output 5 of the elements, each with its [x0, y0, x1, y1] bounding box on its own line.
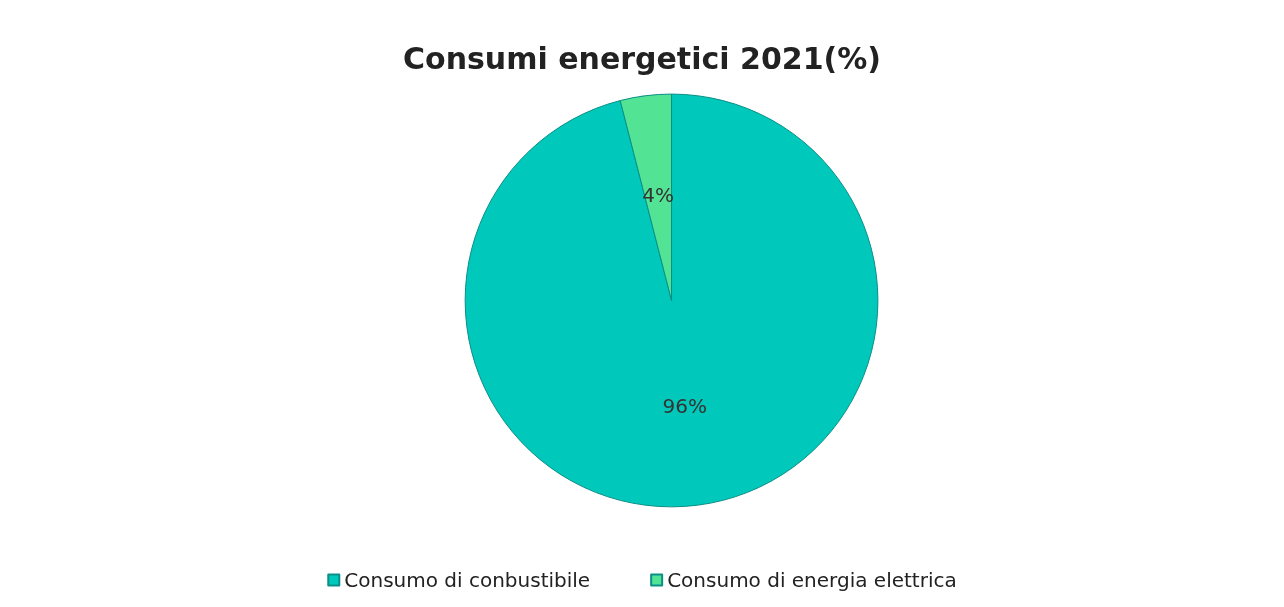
chart-title: Consumi energetici 2021(%)	[403, 40, 881, 76]
data-label: 96%	[662, 393, 708, 418]
legend-label: Consumo di conbustibile	[344, 568, 591, 592]
data-label: 4%	[642, 183, 675, 208]
legend-label: Consumo di energia elettrica	[667, 568, 957, 592]
